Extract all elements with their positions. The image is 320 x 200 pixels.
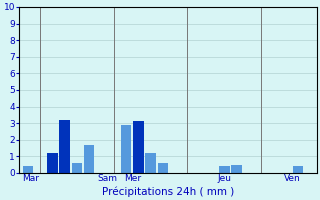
Bar [219, 166, 229, 173]
Bar [47, 153, 58, 173]
X-axis label: Précipitations 24h ( mm ): Précipitations 24h ( mm ) [102, 186, 234, 197]
Bar [133, 121, 144, 173]
Bar [84, 145, 94, 173]
Bar [121, 125, 131, 173]
Bar [145, 153, 156, 173]
Bar [231, 165, 242, 173]
Bar [72, 163, 82, 173]
Bar [60, 120, 70, 173]
Bar [293, 166, 303, 173]
Bar [22, 166, 33, 173]
Bar [158, 163, 168, 173]
